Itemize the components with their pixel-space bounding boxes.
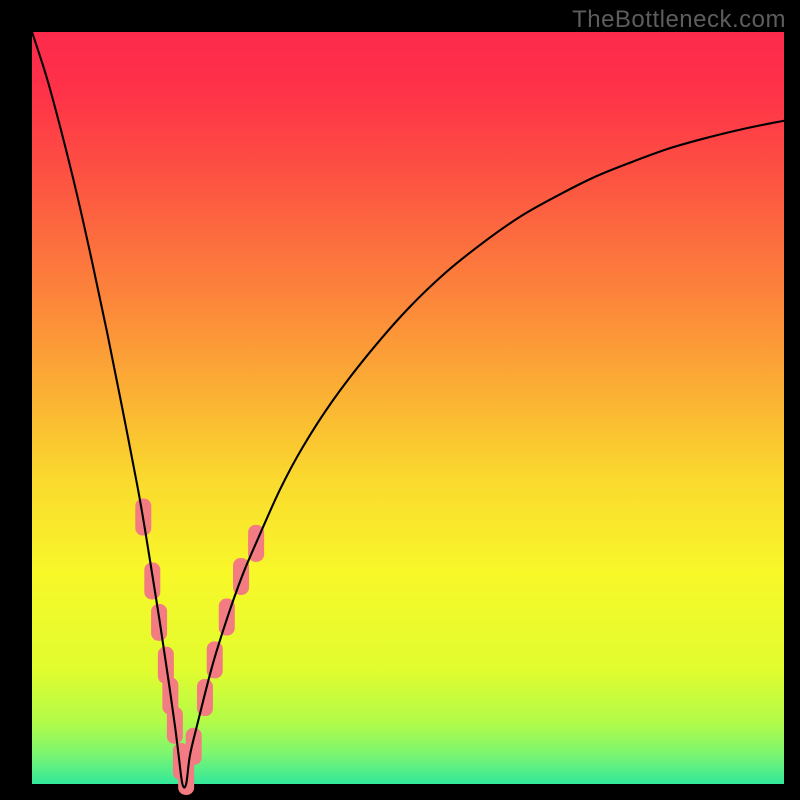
data-markers-group <box>136 499 264 794</box>
bottleneck-curve <box>32 32 784 788</box>
chart-svg <box>0 0 800 800</box>
chart-container: TheBottleneck.com <box>0 0 800 800</box>
